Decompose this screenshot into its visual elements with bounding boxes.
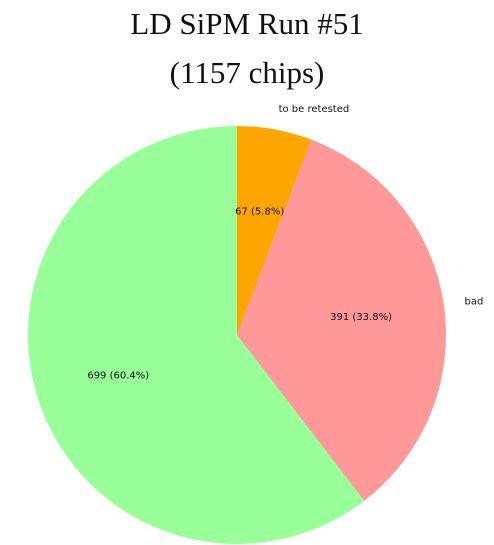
slice-category-label: to be retested xyxy=(279,104,350,115)
slice-category-label: bad xyxy=(464,297,483,308)
pie-labels: 67 (5.8%) to be retested 391 (33.8%) bad 699… xyxy=(87,104,483,381)
pie-slice-2 xyxy=(28,126,365,544)
slice-value-label: 699 (60.4%) xyxy=(87,370,149,381)
chart-subtitle: (1157 chips) xyxy=(169,55,325,90)
slice-value-label: 391 (33.8%) xyxy=(330,312,392,323)
pie-slice-bad xyxy=(237,139,447,501)
pie-slice-to-be-retested xyxy=(237,126,312,335)
chart-title: LD SiPM Run #51 xyxy=(130,6,364,41)
pie-slices xyxy=(28,126,447,544)
slice-value-label: 67 (5.8%) xyxy=(235,207,284,218)
